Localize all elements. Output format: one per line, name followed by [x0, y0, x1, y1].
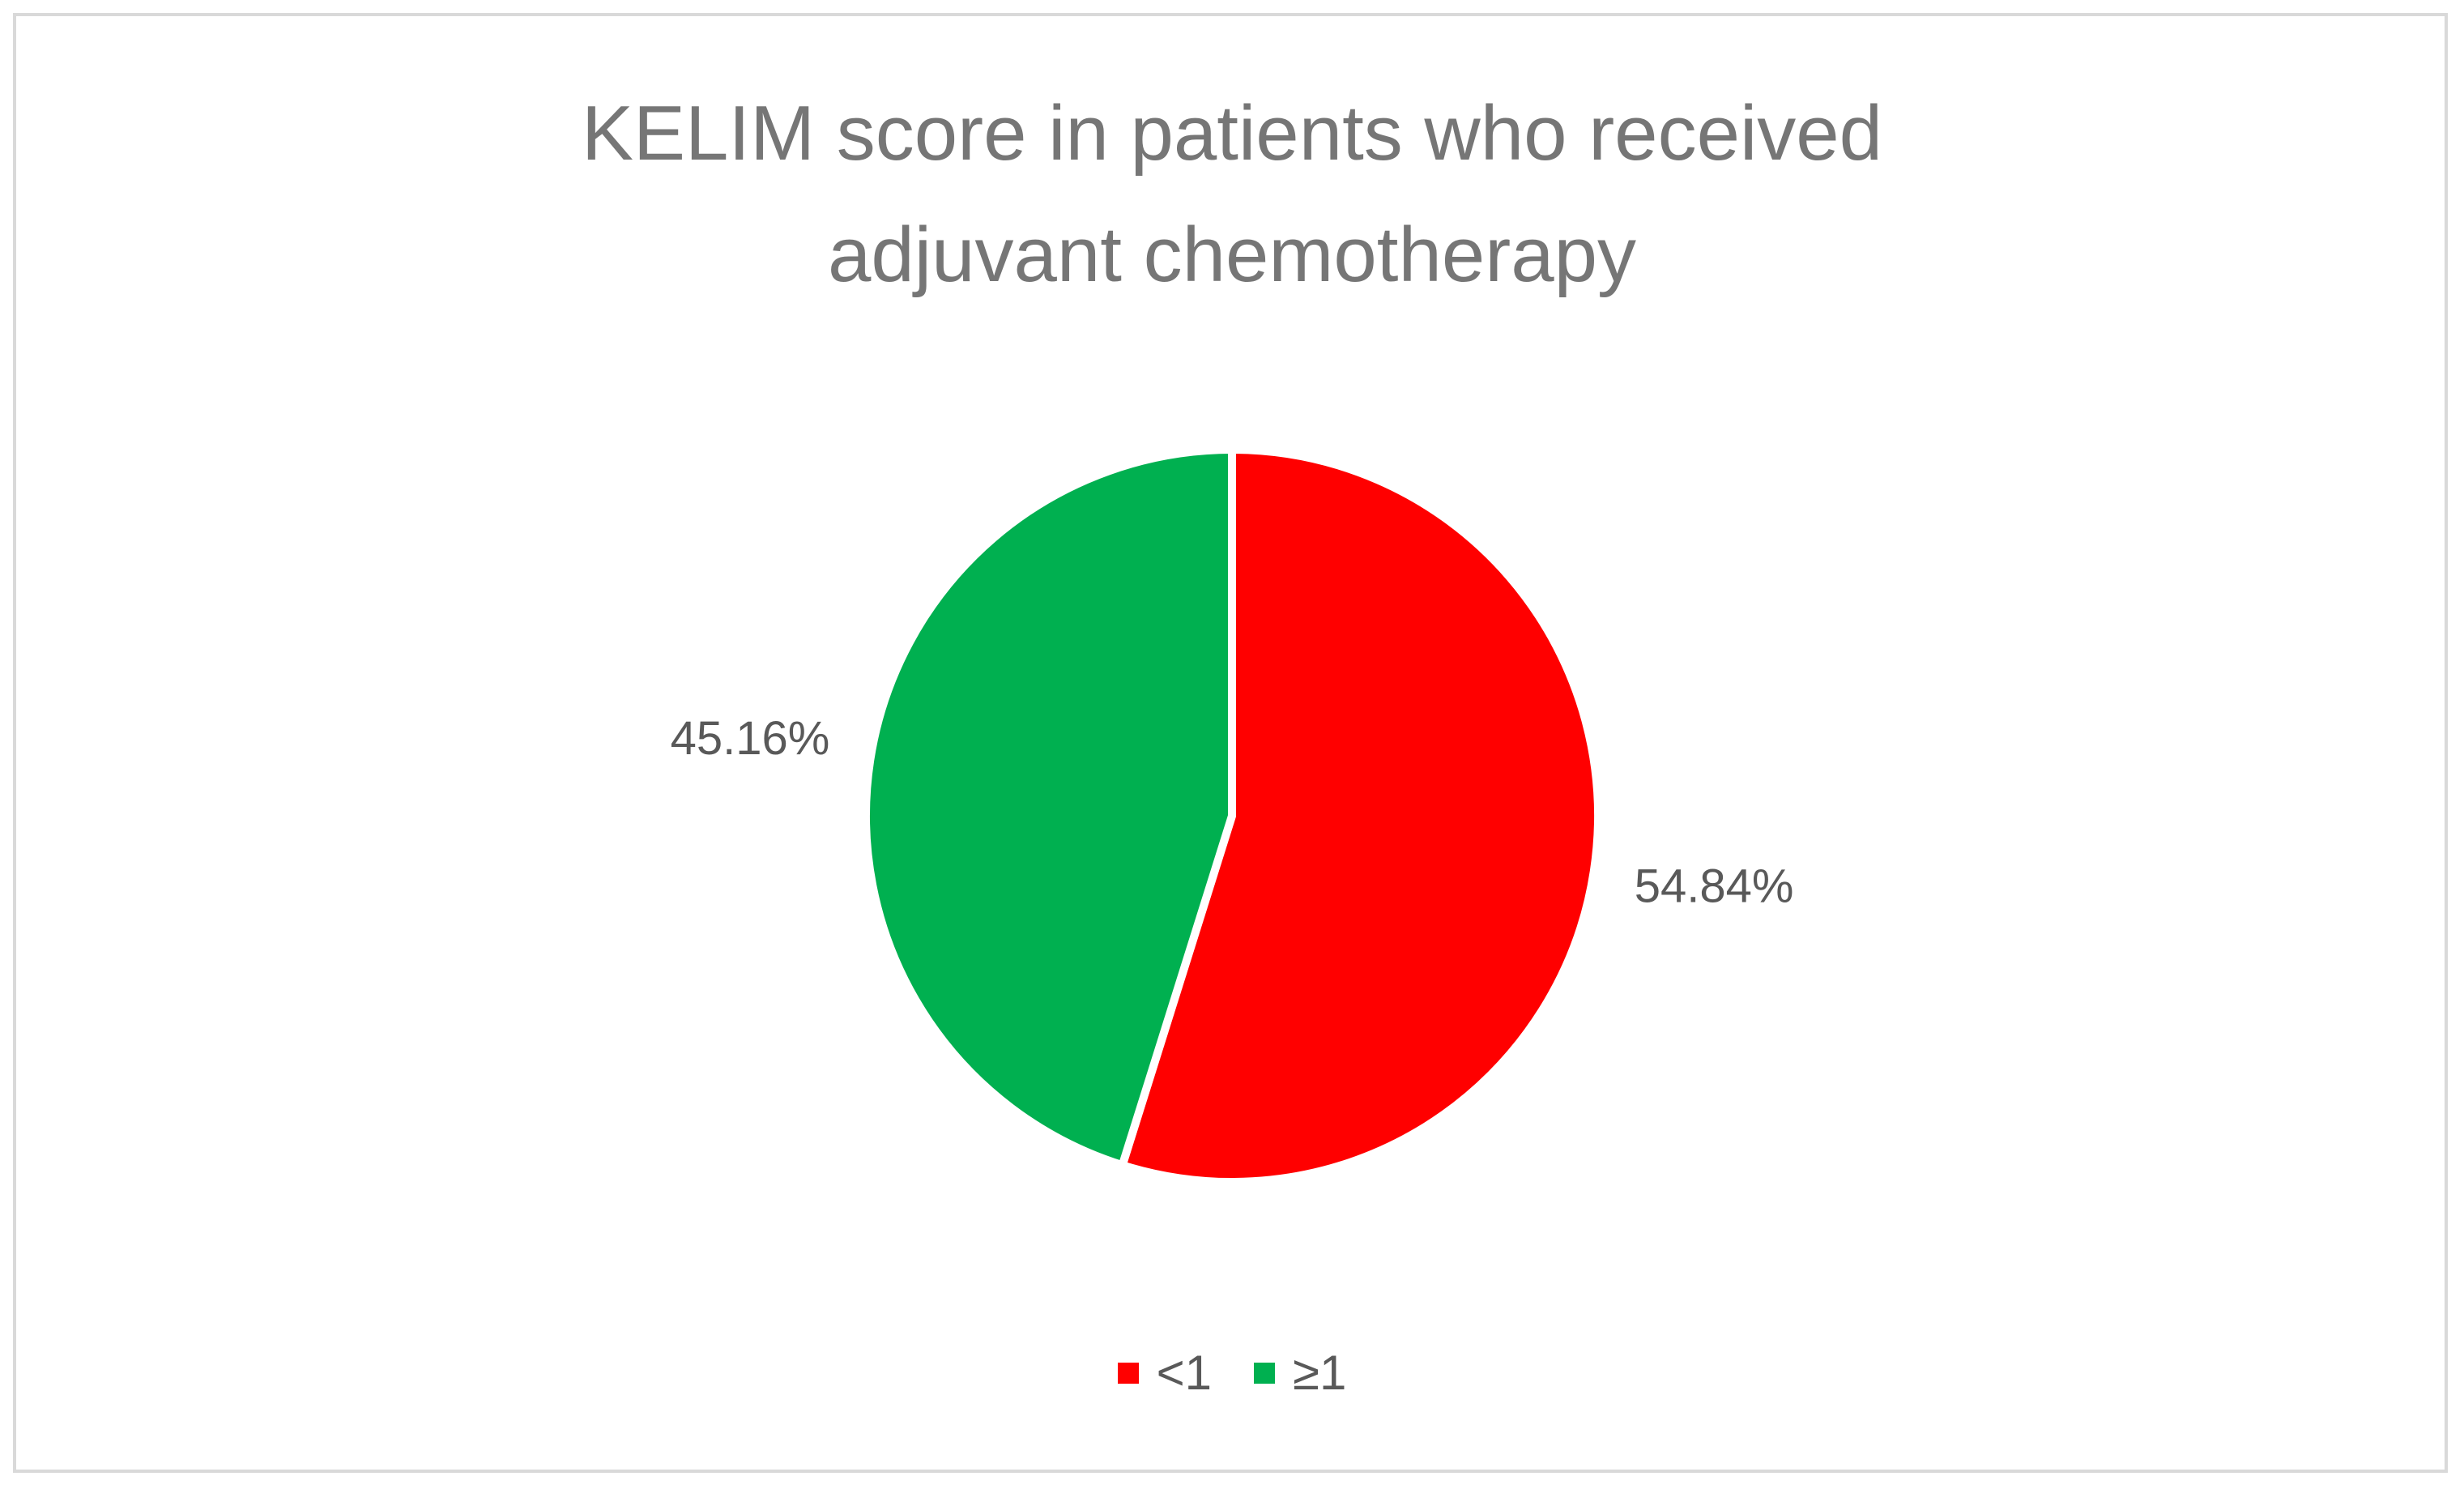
legend-swatch-ge1 [1254, 1362, 1276, 1384]
pie-data-labels: 54.84% 45.16% [671, 712, 1794, 912]
pie-slice-ge1 [862, 445, 1236, 1171]
legend: <1 ≥1 [0, 1345, 2464, 1401]
legend-item-ge1: ≥1 [1254, 1345, 1346, 1401]
legend-swatch-lt1 [1117, 1362, 1139, 1384]
data-label-lt1: 54.84% [1635, 860, 1794, 913]
pie-slice-lt1 [1117, 445, 1602, 1186]
chart-title-line-2: adjuvant chemotherapy [828, 211, 1636, 298]
legend-item-lt1: <1 [1117, 1345, 1213, 1401]
legend-label-lt1: <1 [1156, 1346, 1213, 1400]
chart-title-line-1: KELIM score in patients who received [581, 90, 1883, 177]
legend-label-ge1: ≥1 [1293, 1346, 1347, 1400]
chart-title: KELIM score in patients who received adj… [0, 73, 2464, 316]
pie-slices [862, 445, 1602, 1186]
data-label-ge1: 45.16% [671, 712, 830, 765]
